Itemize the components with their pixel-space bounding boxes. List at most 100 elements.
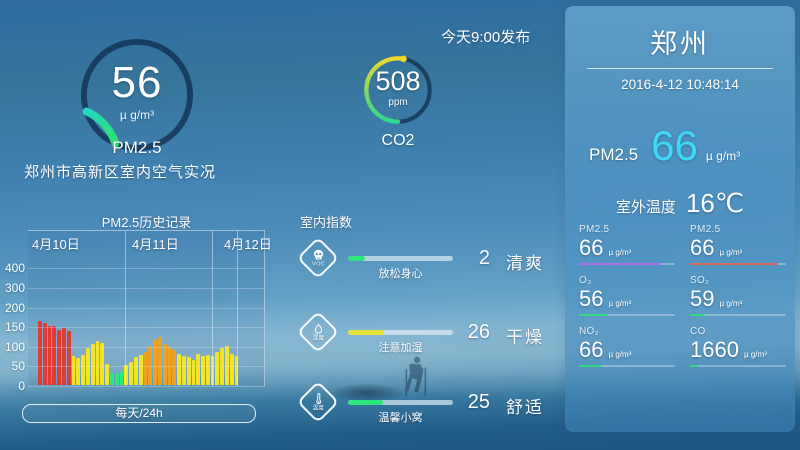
bar [229, 354, 234, 385]
y-axis-tick-label: 400 [4, 261, 25, 275]
chart-plot-area: 400 300 200 150 100 50 0 4月10日 4月11日 4月12日 [5, 230, 272, 393]
outdoor-temp-value: 16℃ [685, 188, 745, 218]
bar [172, 350, 177, 385]
pollutant-value-line: 56 µ g/m³ [579, 287, 677, 311]
pollutant-value-line: 66 µ g/m³ [690, 236, 788, 260]
bar [148, 346, 153, 385]
droplet-diamond-badge: 湿度 [296, 310, 340, 354]
pollutant-value: 66 [579, 235, 604, 260]
pollutant-unit: µ g/m³ [719, 299, 743, 308]
pollutant-value: 59 [690, 286, 715, 311]
pollutant-label: NO₂ [579, 326, 599, 337]
pollutant-underline-fill [579, 263, 661, 265]
diamond-mini-label: 温度 [312, 405, 324, 412]
indoor-progress-caption: 注意加湿 [378, 342, 423, 354]
y-axis-tick-label: 0 [18, 379, 25, 393]
pollutant-underline-track [579, 365, 675, 367]
indoor-progress-fill [348, 256, 365, 261]
pollutant-unit: µ g/m³ [608, 350, 632, 359]
bar [162, 344, 167, 385]
pm25-gauge-unit: µ g/m³ [119, 107, 155, 122]
pollutant-grid: PM2.5 66 µ g/m³ PM2.5 66 µ g/m³ O₃ 56 µ g/m³ SO₂ 5… [579, 224, 788, 367]
skull-icon: VOC [312, 248, 325, 268]
indoor-progress-caption: 温馨小窝 [378, 412, 423, 424]
bar [42, 323, 47, 385]
chart-date-label: 4月10日 [32, 237, 80, 252]
pollutant-value: 1660 [690, 337, 739, 362]
chart-gridline [28, 347, 265, 348]
pollutant-underline-fill [579, 314, 608, 316]
bar [157, 337, 162, 385]
co2-gauge-value: 508 [375, 66, 421, 96]
indoor-progress-fill [348, 400, 383, 405]
bar [133, 357, 138, 385]
chart-gridline [28, 366, 265, 367]
panel-pm25-label: PM2.5 [589, 145, 639, 164]
bar [76, 358, 81, 385]
bar [177, 354, 181, 385]
indoor-progress-track [348, 400, 453, 405]
pollutant-underline-track [690, 263, 786, 265]
bar [181, 356, 186, 385]
bar [186, 357, 191, 385]
bar [124, 365, 129, 385]
pollutant-value: 66 [579, 337, 604, 362]
pm25-gauge: 56 µ g/m³ [78, 36, 196, 154]
indoor-index-value: 25 [467, 391, 490, 413]
pollutant-underline-track [690, 365, 786, 367]
pm25-gauge-value: 56 [111, 57, 163, 107]
pollutant-cell: NO₂ 66 µ g/m³ [579, 326, 677, 367]
pollutant-label: O₃ [579, 275, 592, 286]
chart-gridline [28, 268, 265, 269]
pm25-gauge-label: PM2.5 [112, 138, 162, 157]
indoor-index-value: 2 [478, 247, 490, 269]
bar [196, 354, 201, 385]
indoor-progress-track [348, 256, 453, 261]
bar [81, 355, 85, 385]
panel-pm25-value: 66 [651, 122, 698, 169]
treeline-silhouette [328, 383, 406, 403]
y-axis-tick-label: 100 [4, 340, 25, 354]
chart-date-label: 4月12日 [224, 237, 272, 252]
bar [52, 326, 57, 385]
skull-diamond-badge: VOC [296, 236, 340, 280]
pollutant-value: 56 [579, 286, 604, 311]
pollutant-value-line: 59 µ g/m³ [690, 287, 788, 311]
pollutant-underline-fill [690, 263, 779, 265]
pollutant-underline-fill [579, 365, 603, 367]
y-axis-tick-label: 150 [4, 320, 25, 334]
bar [153, 340, 157, 385]
city-name: 郑州 [650, 29, 710, 59]
pollutant-underline-fill [690, 365, 698, 367]
indoor-index-header: 室内指数 [300, 215, 353, 230]
y-axis-tick-label: 50 [11, 359, 25, 373]
indoor-progress-fill [348, 330, 384, 335]
pollutant-underline-track [690, 314, 786, 316]
pollutant-cell: PM2.5 66 µ g/m³ [690, 224, 788, 265]
pollutant-label: SO₂ [690, 275, 710, 286]
bar [38, 321, 42, 385]
droplet-icon: 湿度 [312, 322, 325, 342]
pm25-gauge-ring-icon [80, 38, 194, 152]
panel-datetime: 2016-4-12 10:48:14 [621, 77, 739, 92]
chart-gridline [28, 288, 265, 289]
chart-day-divider [237, 231, 238, 386]
indoor-progress-track [348, 330, 453, 335]
bar [90, 344, 95, 385]
chart-range-button[interactable]: 每天/24h [22, 404, 256, 423]
pollutant-underline-fill [690, 314, 706, 316]
chart-day-divider [212, 231, 213, 386]
publish-time: 今天9:00发布 [441, 29, 531, 46]
bar [234, 356, 239, 385]
pollutant-cell: SO₂ 59 µ g/m³ [690, 275, 788, 316]
bar [57, 330, 61, 385]
pollutant-label: CO [690, 326, 706, 337]
bar [85, 348, 90, 385]
bar [100, 343, 105, 385]
bar [47, 326, 52, 385]
chart-bars [38, 230, 239, 385]
bar [191, 360, 196, 385]
panel-pm25-unit: µ g/m³ [705, 149, 741, 163]
indoor-index-row: 温度 温馨小窝 25 舒适 [290, 376, 560, 440]
